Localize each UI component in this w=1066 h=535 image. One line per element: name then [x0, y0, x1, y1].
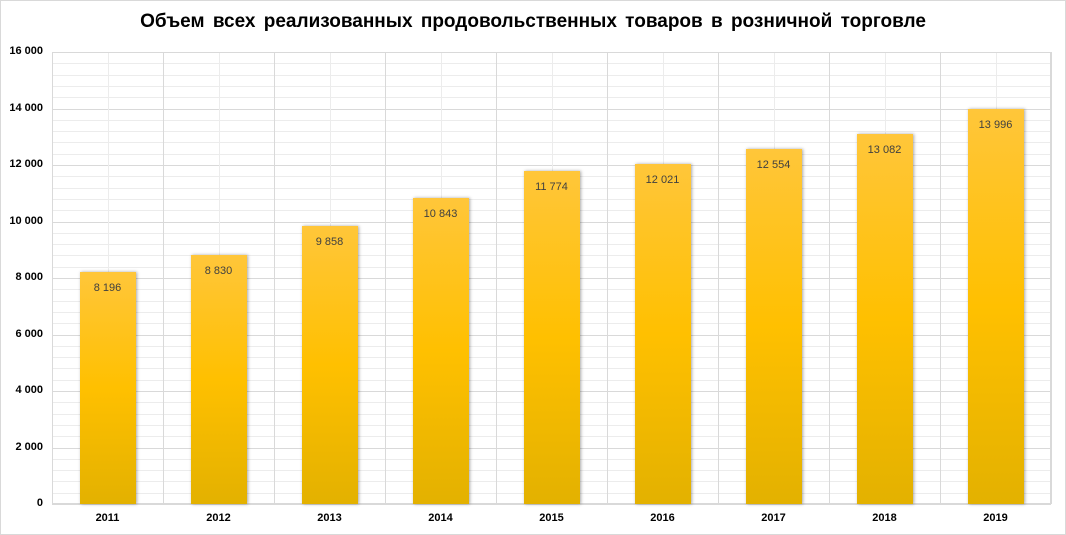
- bar-2013[interactable]: 9 858: [301, 225, 358, 504]
- data-label: 13 996: [978, 118, 1013, 131]
- category-gridline: [718, 52, 719, 504]
- x-tick-label: 2015: [539, 512, 564, 524]
- data-label: 13 082: [867, 144, 902, 157]
- x-tick-label: 2012: [206, 512, 231, 524]
- category-gridline: [940, 52, 941, 504]
- bar-2014[interactable]: 10 843: [412, 197, 469, 504]
- chart-title: Объем всех реализованных продовольственн…: [140, 11, 926, 32]
- x-tick-label: 2019: [983, 512, 1008, 524]
- data-label: 9 858: [315, 235, 344, 248]
- y-tick-label: 6 000: [15, 327, 43, 340]
- data-label: 12 554: [756, 159, 791, 172]
- category-gridline: [829, 52, 830, 504]
- bar-2018[interactable]: 13 082: [856, 134, 913, 504]
- category-gridline: [385, 52, 386, 504]
- x-tick-label: 2011: [95, 512, 120, 524]
- category-gridline: [274, 52, 275, 504]
- bar-2015[interactable]: 11 774: [523, 171, 580, 504]
- y-tick-label: 8 000: [15, 271, 43, 283]
- y-tick-label: 10 000: [9, 214, 43, 227]
- y-tick-label: 0: [36, 497, 43, 509]
- plot-area: 8 196 8 830 9 858 10 843 11 774 12 021 12 554 1…: [52, 52, 1052, 505]
- y-tick-label: 2 000: [15, 440, 43, 453]
- y-tick-label: 12 000: [9, 158, 43, 170]
- x-tick-label: 2018: [872, 512, 897, 524]
- data-label: 10 843: [423, 207, 458, 220]
- major-gridline: [52, 504, 1051, 505]
- y-tick-label: 16 000: [9, 45, 43, 57]
- data-label: 8 830: [204, 264, 233, 277]
- y-tick-label: 14 000: [9, 101, 43, 114]
- bar-2012[interactable]: 8 830: [190, 254, 247, 504]
- bar-2011[interactable]: 8 196: [79, 272, 136, 504]
- data-label: 12 021: [645, 174, 680, 187]
- data-label: 8 196: [93, 282, 122, 295]
- category-gridline: [1051, 52, 1052, 504]
- category-gridline: [163, 52, 164, 504]
- data-label: 11 774: [535, 181, 568, 194]
- x-tick-label: 2016: [650, 512, 675, 524]
- x-tick-label: 2014: [428, 512, 453, 524]
- category-gridline: [496, 52, 497, 504]
- y-tick-label: 4 000: [15, 384, 43, 396]
- x-tick-label: 2017: [761, 512, 786, 524]
- bar-2017[interactable]: 12 554: [745, 149, 802, 504]
- x-tick-label: 2013: [317, 512, 342, 524]
- bar-2019[interactable]: 13 996: [967, 108, 1024, 504]
- category-gridline: [607, 52, 608, 504]
- bar-2016[interactable]: 12 021: [634, 164, 691, 504]
